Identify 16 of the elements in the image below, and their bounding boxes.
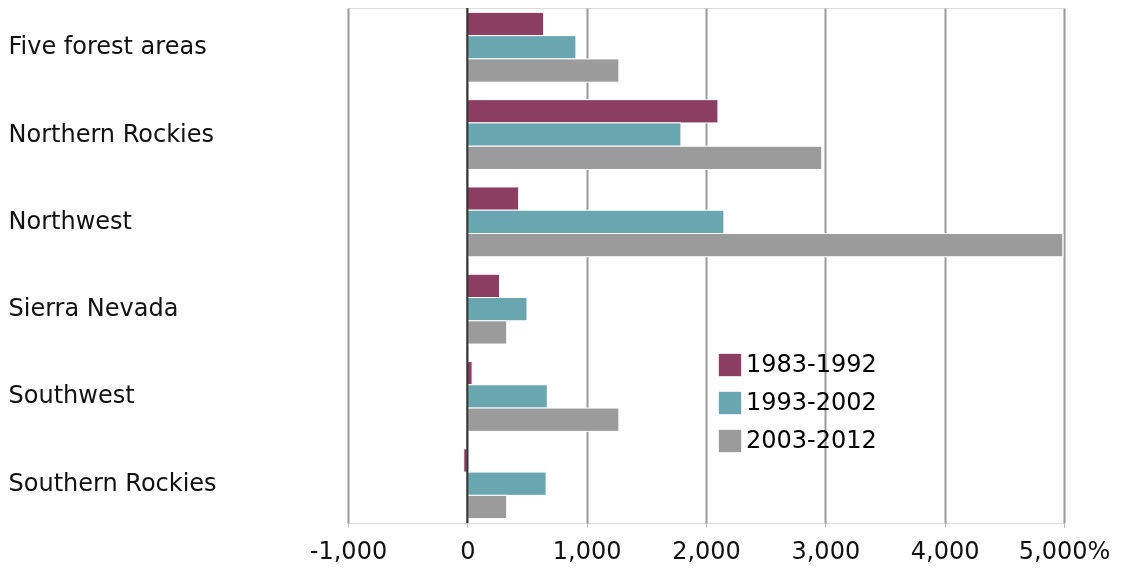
x-tick-label: 1,000 [552,536,622,565]
y-tick-label: Northwest [8,206,132,235]
y-tick-label: Five forest areas [8,32,207,61]
x-tick-label: 2,000 [672,536,741,565]
legend-label: 1983-1992 [746,350,877,378]
x-tick-label: 4,000 [910,536,980,565]
y-tick-label: Sierra Nevada [8,294,179,323]
x-tick-label: 3,000 [791,536,861,565]
x-tick-label: -1,000 [309,536,388,565]
y-tick-label: Northern Rockies [8,119,214,148]
y-tick-label: Southern Rockies [8,468,217,497]
y-tick-label: Southwest [8,381,135,410]
legend-label: 1993-2002 [746,388,877,416]
legend-label: 2003-2012 [746,426,877,454]
x-tick-label: 0 [460,536,476,565]
x-tick-label: 5,000% [1018,536,1111,565]
